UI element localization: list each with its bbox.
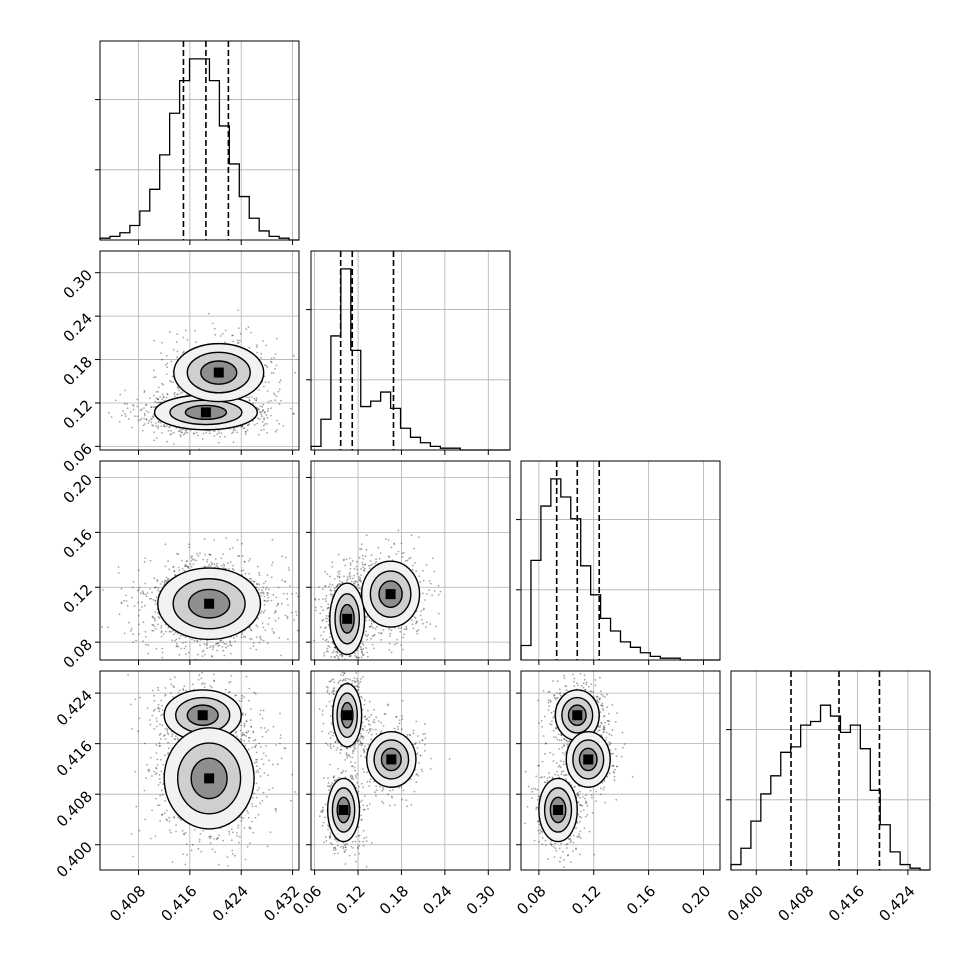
x-tick-label: 0.408 — [106, 882, 149, 925]
y-tick-label: 0.30 — [60, 266, 96, 302]
x-tick-label: 0.16 — [623, 882, 659, 918]
density-peak — [385, 589, 396, 600]
density-contours — [329, 560, 421, 656]
density-peak — [553, 804, 564, 815]
density-peak — [342, 613, 353, 624]
density-contours — [538, 689, 611, 843]
y-tick-label: 0.400 — [53, 838, 96, 881]
density-peak — [338, 804, 349, 815]
x-tick-label: 0.08 — [513, 882, 549, 918]
y-tick-label: 0.24 — [60, 309, 96, 345]
histogram-p3 — [516, 460, 721, 665]
density-peak — [342, 710, 353, 721]
x-tick-label: 0.400 — [724, 882, 767, 925]
histogram-step — [730, 704, 930, 871]
x-tick-label: 0.30 — [463, 882, 499, 918]
histogram-p4 — [726, 670, 931, 875]
x-tick-label: 0.424 — [209, 882, 252, 925]
histogram-step — [520, 478, 720, 661]
y-tick-label: 0.20 — [60, 471, 96, 507]
density-contours — [153, 342, 265, 431]
x-tick-label: 0.12 — [332, 882, 368, 918]
density-contours — [157, 567, 262, 641]
axes-frame — [520, 460, 721, 661]
x-tick-label: 0.416 — [158, 882, 201, 925]
scatter-p1-p3 — [95, 460, 300, 665]
x-tick-label: 0.424 — [876, 882, 919, 925]
histogram-step — [99, 58, 299, 241]
x-tick-label: 0.20 — [678, 882, 714, 918]
axes-frame — [99, 670, 300, 871]
density-peak — [583, 754, 594, 765]
axes-frame — [310, 250, 511, 451]
x-tick-label: 0.24 — [419, 882, 455, 918]
axes-frame — [310, 460, 511, 661]
y-tick-label: 0.408 — [53, 787, 96, 830]
axes-frame — [730, 670, 931, 871]
density-peak — [200, 407, 211, 418]
density-peak — [197, 710, 208, 721]
x-tick-label: 0.18 — [376, 882, 412, 918]
density-peak — [572, 710, 583, 721]
density-contours — [326, 682, 417, 843]
y-tick-label: 0.18 — [60, 353, 96, 389]
y-tick-label: 0.12 — [60, 396, 96, 432]
scatter-p2-p4 — [306, 670, 511, 875]
y-tick-label: 0.06 — [60, 440, 96, 476]
histogram-p2 — [306, 250, 511, 455]
y-tick-label: 0.08 — [60, 635, 96, 671]
axes-frame — [99, 250, 300, 451]
scatter-p1-p2 — [95, 250, 300, 455]
scatter-p2-p3 — [306, 460, 511, 665]
x-tick-label: 0.408 — [774, 882, 817, 925]
histogram-p1 — [95, 40, 300, 245]
axes-frame — [310, 670, 511, 871]
density-peak — [204, 773, 215, 784]
y-tick-label: 0.416 — [53, 737, 96, 780]
density-contours — [163, 689, 255, 830]
y-tick-label: 0.16 — [60, 526, 96, 562]
histogram-step — [310, 268, 510, 451]
density-peak — [386, 754, 397, 765]
density-peak — [213, 367, 224, 378]
axes-frame — [99, 460, 300, 661]
y-tick-label: 0.12 — [60, 581, 96, 617]
axes-frame — [99, 40, 300, 241]
scatter-p3-p4 — [516, 670, 721, 875]
axes-frame — [520, 670, 721, 871]
x-tick-label: 0.416 — [825, 882, 868, 925]
scatter-p1-p4 — [95, 670, 300, 875]
density-peak — [204, 598, 215, 609]
y-tick-label: 0.424 — [53, 686, 96, 729]
x-tick-label: 0.12 — [568, 882, 604, 918]
